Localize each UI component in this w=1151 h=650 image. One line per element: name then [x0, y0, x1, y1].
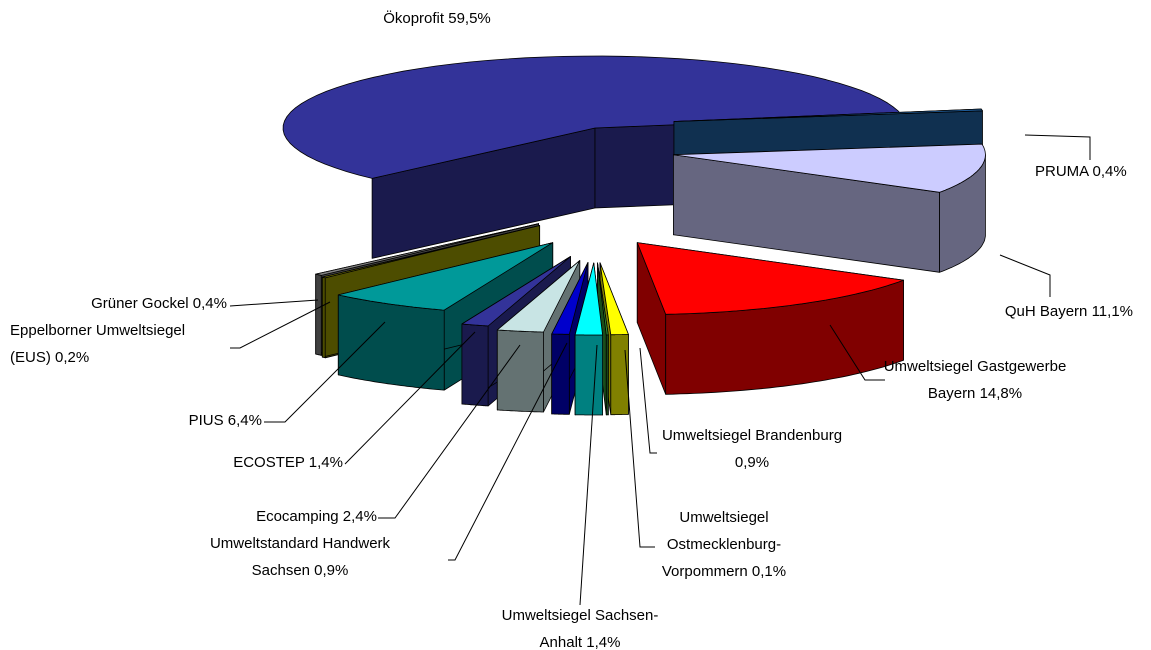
slice-wall	[551, 333, 570, 415]
category-name: Umweltsiegel Sachsen-Anhalt	[501, 607, 659, 650]
value-label: 11,1%	[1091, 303, 1133, 320]
category-name: Umweltsiegel Brandenburg	[661, 427, 843, 444]
leader-line	[639, 347, 657, 454]
value-label: 0,1%	[751, 563, 787, 580]
value-label: 0,2%	[55, 349, 90, 366]
leader-line	[229, 299, 319, 307]
category-name: Eppelborner Umweltsiegel (EUS)	[10, 322, 186, 366]
value-label: 2,4%	[342, 508, 377, 525]
slice-wall	[605, 334, 609, 416]
slice	[282, 55, 903, 179]
slices	[282, 55, 986, 416]
value-label: 0,9%	[314, 562, 349, 579]
slice-label: PIUS 6,4%	[62, 407, 262, 434]
slice-label: Ökoprofit 59,5%	[287, 5, 587, 32]
value-label: 0,4%	[192, 295, 227, 312]
value-label: 59,5%	[448, 10, 491, 27]
slice-label: Umweltsiegel Ostmecklenburg-Vorpommern 0…	[649, 504, 799, 585]
leader-line	[1024, 134, 1091, 160]
slice-label: PRUMA 0,4%	[1035, 158, 1151, 185]
category-name: Ecocamping	[256, 508, 339, 525]
slice-wall	[315, 273, 322, 356]
slice-wall	[574, 334, 603, 416]
leader-line	[999, 254, 1051, 297]
slice	[321, 225, 541, 279]
category-name: ECOSTEP	[233, 454, 305, 471]
slice-label: Eppelborner Umweltsiegel (EUS) 0,2%	[10, 317, 210, 371]
value-label: 14,8%	[979, 385, 1023, 402]
leader-line	[579, 344, 598, 606]
slice-label: Umweltstandard Handwerk Sachsen 0,9%	[200, 530, 400, 584]
slice	[551, 262, 589, 335]
value-label: 0,9%	[734, 454, 770, 471]
category-name: Umweltstandard Handwerk Sachsen	[209, 535, 391, 579]
slice-label: Umweltsiegel Gastgewerbe Bayern 14,8%	[875, 353, 1075, 407]
slice	[597, 262, 609, 336]
slice-label: Grüner Gockel 0,4%	[0, 290, 227, 317]
slice	[315, 223, 539, 276]
slice-label: Ecocamping 2,4%	[177, 503, 377, 530]
slice	[461, 256, 571, 327]
category-name: QuH Bayern	[1004, 303, 1088, 320]
slice-wall	[610, 334, 629, 416]
slice	[673, 143, 986, 193]
slice-wall	[496, 329, 544, 413]
category-name: Ökoprofit	[383, 10, 445, 27]
value-label: 1,4%	[308, 454, 343, 471]
leader-line	[378, 344, 521, 519]
leader-line	[624, 349, 655, 548]
leader-line	[264, 321, 386, 423]
value-label: 1,4%	[586, 634, 621, 650]
slice-label: Umweltsiegel Brandenburg 0,9%	[652, 422, 852, 476]
slice-label: ECOSTEP 1,4%	[143, 449, 343, 476]
slice	[574, 262, 603, 336]
leader-line	[344, 331, 476, 465]
slice-wall	[461, 323, 489, 407]
slice	[673, 108, 983, 122]
slice	[337, 242, 554, 311]
leader-line	[829, 324, 885, 381]
category-name: Umweltsiegel Ostmecklenburg-Vorpommern	[661, 509, 782, 580]
slice-label: Umweltsiegel Sachsen-Anhalt 1,4%	[490, 602, 670, 650]
category-name: Grüner Gockel	[91, 295, 189, 312]
leader-lines	[229, 134, 1091, 606]
slice-label: QuH Bayern 11,1%	[933, 298, 1133, 325]
slice	[636, 242, 904, 315]
leader-line	[230, 301, 331, 349]
slice	[496, 260, 581, 333]
leader-line	[448, 342, 568, 561]
slice-wall	[321, 276, 326, 359]
category-name: PIUS	[188, 412, 224, 429]
value-label: 0,4%	[1092, 163, 1127, 180]
value-label: 6,4%	[227, 412, 262, 429]
slice-wall	[337, 294, 445, 391]
category-name: Umweltsiegel Gastgewerbe Bayern	[883, 358, 1067, 402]
slice	[599, 262, 629, 336]
category-name: PRUMA	[1035, 163, 1089, 180]
